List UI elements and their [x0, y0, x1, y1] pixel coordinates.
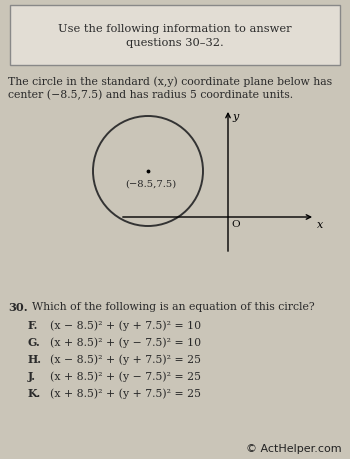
Text: (x + 8.5)² + (y − 7.5)² = 25: (x + 8.5)² + (y − 7.5)² = 25 [50, 370, 201, 381]
Text: x: x [317, 219, 323, 230]
Text: (x − 8.5)² + (y + 7.5)² = 25: (x − 8.5)² + (y + 7.5)² = 25 [50, 353, 201, 364]
Text: (−8.5,7.5): (−8.5,7.5) [125, 179, 177, 189]
Text: F.: F. [28, 319, 38, 330]
Text: J.: J. [28, 370, 36, 381]
Text: (x − 8.5)² + (y + 7.5)² = 10: (x − 8.5)² + (y + 7.5)² = 10 [50, 319, 201, 330]
Text: H.: H. [28, 353, 42, 364]
Text: center (−8.5,7.5) and has radius 5 coordinate units.: center (−8.5,7.5) and has radius 5 coord… [8, 90, 293, 100]
FancyBboxPatch shape [10, 6, 340, 66]
Text: The circle in the standard (x,y) coordinate plane below has: The circle in the standard (x,y) coordin… [8, 76, 332, 86]
Text: y: y [232, 112, 238, 122]
Text: (x + 8.5)² + (y − 7.5)² = 10: (x + 8.5)² + (y − 7.5)² = 10 [50, 336, 201, 347]
Text: (x + 8.5)² + (y + 7.5)² = 25: (x + 8.5)² + (y + 7.5)² = 25 [50, 387, 201, 397]
Text: Use the following information to answer
questions 30–32.: Use the following information to answer … [58, 23, 292, 48]
Text: © ActHelper.com: © ActHelper.com [246, 443, 342, 453]
Text: G.: G. [28, 336, 41, 347]
Text: 30.: 30. [8, 302, 28, 312]
Text: K.: K. [28, 387, 41, 398]
Text: O: O [231, 219, 240, 229]
Text: Which of the following is an equation of this circle?: Which of the following is an equation of… [25, 302, 315, 311]
